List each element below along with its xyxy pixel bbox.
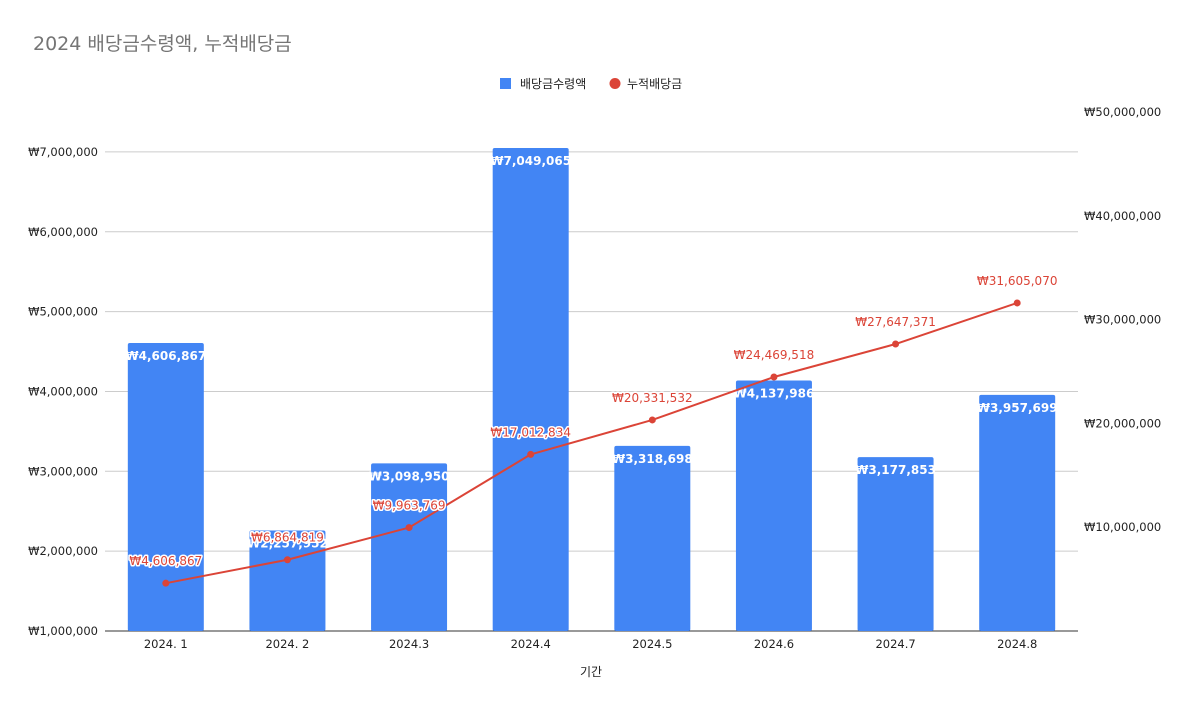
left-tick-label: ₩3,000,000	[28, 464, 98, 478]
line-value-label: ₩27,647,371	[855, 315, 936, 329]
line-point	[892, 340, 900, 348]
bar	[492, 148, 569, 631]
line-value-label: ₩9,963,769	[373, 499, 446, 513]
legend: 배당금수령액 누적배당금	[500, 77, 682, 91]
right-tick-label: ₩40,000,000	[1084, 209, 1161, 223]
x-axis-title: 기간	[580, 665, 602, 679]
bar-value-label: ₩3,098,950	[369, 469, 450, 483]
bar-value-label: ₩3,318,698	[612, 452, 693, 466]
line-value-label: ₩6,864,819	[251, 531, 324, 545]
x-tick-label: 2024. 2	[265, 637, 309, 651]
left-tick-label: ₩7,000,000	[28, 145, 98, 159]
left-tick-label: ₩6,000,000	[28, 225, 98, 239]
legend-label-line: 누적배당금	[627, 77, 682, 91]
legend-swatch-line	[609, 78, 621, 89]
line-point	[527, 450, 535, 458]
right-y-axis: ₩10,000,000 ₩20,000,000 ₩30,000,000 ₩40,000…	[1084, 105, 1161, 534]
x-tick-label: 2024.7	[875, 637, 915, 651]
x-tick-label: 2024.3	[389, 637, 429, 651]
line-point	[1013, 299, 1021, 307]
bar-value-label: ₩4,137,986	[734, 386, 815, 400]
bar	[371, 463, 448, 631]
x-tick-label: 2024.8	[997, 637, 1037, 651]
right-tick-label: ₩10,000,000	[1084, 520, 1161, 534]
bar	[979, 394, 1056, 631]
right-tick-label: ₩30,000,000	[1084, 313, 1161, 327]
legend-label-bars: 배당금수령액	[520, 77, 586, 91]
legend-swatch-bars	[500, 78, 511, 89]
x-tick-label: 2024.4	[511, 637, 551, 651]
bar-value-label: ₩2,257,952	[247, 537, 328, 551]
bar-series: ₩4,606,867 ₩2,257,952 ₩3,098,950 ₩7,049,065…	[125, 148, 1058, 631]
x-axis: 2024. 1 2024. 2 2024.3 2024.4 2024.5 2024.6 20…	[144, 637, 1037, 651]
bar-value-label: ₩3,957,699	[977, 401, 1058, 415]
line-point	[162, 579, 170, 587]
line-value-label: ₩24,469,518	[734, 348, 815, 362]
left-y-axis: ₩1,000,000 ₩2,000,000 ₩3,000,000 ₩4,000,000…	[28, 145, 98, 638]
line-point	[405, 524, 413, 532]
bar-value-label: ₩4,606,867	[125, 349, 206, 363]
line-value-label: ₩4,606,867	[129, 554, 202, 568]
line-path	[165, 301, 1018, 585]
bar-value-label: ₩7,049,065	[490, 154, 571, 168]
right-tick-label: ₩50,000,000	[1084, 105, 1161, 119]
line-point	[283, 556, 291, 564]
x-tick-label: 2024.6	[754, 637, 794, 651]
bar-value-label: ₩3,177,853	[855, 463, 936, 477]
bar	[614, 445, 691, 631]
left-tick-label: ₩2,000,000	[28, 544, 98, 558]
left-tick-label: ₩1,000,000	[28, 624, 98, 638]
x-tick-label: 2024. 1	[144, 637, 188, 651]
bar	[735, 380, 812, 631]
line-value-label: ₩31,605,070	[977, 274, 1058, 288]
line-point	[770, 373, 778, 381]
left-tick-label: ₩4,000,000	[28, 384, 98, 398]
line-value-label: ₩20,331,532	[612, 391, 693, 405]
bar	[127, 343, 204, 631]
line-value-label: ₩17,012,834	[490, 425, 571, 439]
line-series: ₩4,606,867 ₩6,864,819 ₩9,963,769 ₩17,012,83…	[128, 272, 1059, 587]
line-point	[648, 416, 656, 424]
bar	[857, 457, 934, 631]
right-tick-label: ₩20,000,000	[1084, 416, 1161, 430]
left-tick-label: ₩5,000,000	[28, 305, 98, 319]
x-tick-label: 2024.5	[632, 637, 672, 651]
chart-title: 2024 배당금수령액, 누적배당금	[33, 33, 292, 55]
